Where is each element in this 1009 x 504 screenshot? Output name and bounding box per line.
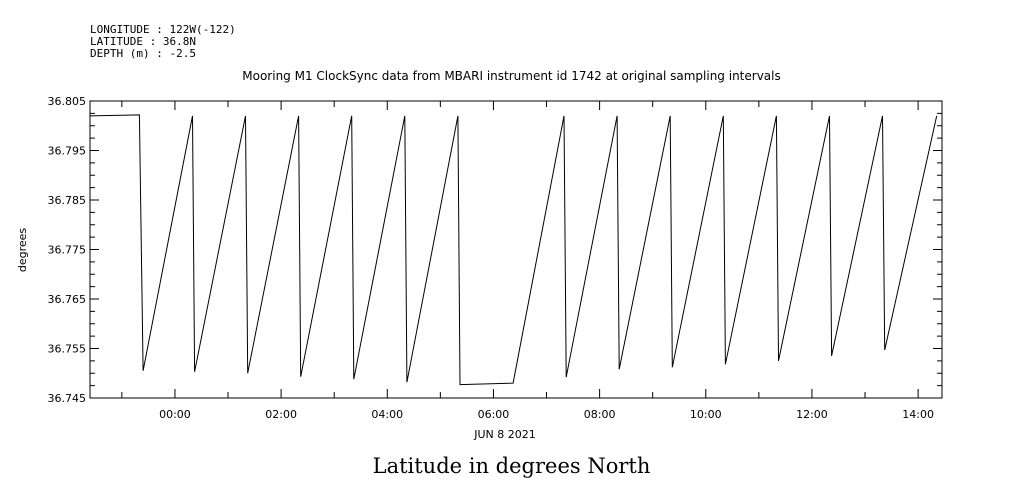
x-tick-label: 04:00 (371, 408, 403, 421)
x-tick-label: 10:00 (690, 408, 722, 421)
series-group (89, 114, 938, 386)
longitude-label: LONGITUDE : 122W(-122) (90, 23, 236, 36)
x-tick-label: 12:00 (796, 408, 828, 421)
y-tick-label: 36.775 (48, 244, 87, 257)
figure-caption: Latitude in degrees North (372, 454, 651, 478)
y-axis-label: degrees (16, 228, 29, 273)
x-tick-label: 08:00 (584, 408, 616, 421)
y-tick-label: 36.805 (48, 95, 87, 108)
y-tick-label: 36.745 (48, 392, 87, 405)
plot-frame (89, 100, 943, 399)
x-tick-label: 00:00 (159, 408, 191, 421)
y-tick-label: 36.785 (48, 194, 87, 207)
x-tick-label: 06:00 (478, 408, 510, 421)
y-tick-label: 36.765 (48, 293, 87, 306)
depth-label: DEPTH (m) : -2.5 (90, 47, 196, 60)
location-metadata: LONGITUDE : 122W(-122) LATITUDE : 36.8N … (90, 24, 236, 60)
latitude-label: LATITUDE : 36.8N (90, 35, 196, 48)
y-tick-label: 36.755 (48, 343, 87, 356)
x-tick-label: 02:00 (265, 408, 297, 421)
chart-title: Mooring M1 ClockSync data from MBARI ins… (242, 69, 781, 83)
x-axis-label: JUN 8 2021 (473, 428, 536, 441)
y-tick-label: 36.795 (48, 145, 87, 158)
x-tick-label: 14:00 (902, 408, 934, 421)
y-axis: 36.805 36.795 36.785 36.775 36.765 36.755 36.7… (48, 95, 942, 405)
x-axis: 00:00 02:00 04:00 06:00 08:00 10:00 12:00 14:00 (121, 101, 934, 421)
series-line (89, 114, 938, 386)
